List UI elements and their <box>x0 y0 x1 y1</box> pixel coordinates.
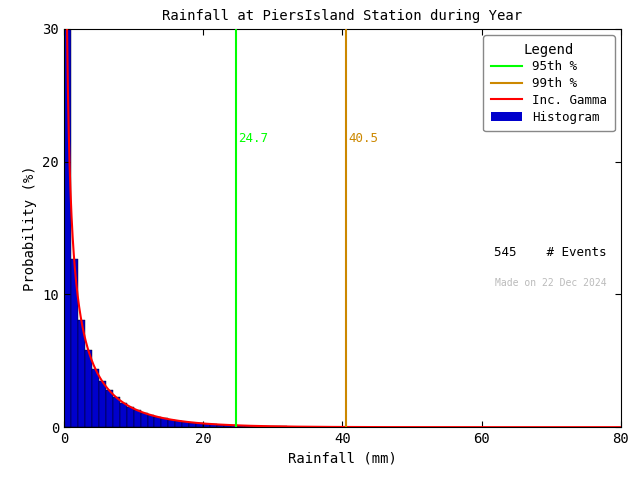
Bar <box>127 407 134 427</box>
Bar <box>85 350 92 427</box>
Bar <box>245 426 252 427</box>
Inc. Gamma <box>600 424 608 430</box>
Bar <box>106 390 113 427</box>
Text: 40.5: 40.5 <box>348 132 378 144</box>
Bar <box>252 426 259 427</box>
Inc. Gamma <box>617 424 625 430</box>
Bar <box>182 422 189 427</box>
Bar <box>147 415 154 427</box>
Bar <box>238 425 245 427</box>
Text: 24.7: 24.7 <box>238 132 268 144</box>
Bar <box>189 422 196 427</box>
Bar <box>92 369 99 427</box>
Bar <box>259 426 266 427</box>
Bar <box>217 425 224 427</box>
Bar <box>168 420 175 427</box>
Legend: 95th %, 99th %, Inc. Gamma, Histogram: 95th %, 99th %, Inc. Gamma, Histogram <box>483 35 614 131</box>
Line: Inc. Gamma: Inc. Gamma <box>64 0 621 427</box>
Inc. Gamma <box>316 424 324 430</box>
Bar <box>134 410 141 427</box>
Bar <box>120 403 127 427</box>
Bar <box>71 259 78 427</box>
Bar <box>210 424 217 427</box>
Bar <box>154 417 161 427</box>
95th % <box>232 411 240 417</box>
Bar <box>175 421 182 427</box>
Bar <box>204 424 210 427</box>
Title: Rainfall at PiersIsland Station during Year: Rainfall at PiersIsland Station during Y… <box>163 10 522 24</box>
Inc. Gamma <box>499 424 506 430</box>
Inc. Gamma <box>331 424 339 430</box>
Bar <box>280 426 287 427</box>
Bar <box>224 425 231 427</box>
Inc. Gamma <box>88 359 96 365</box>
99th % <box>342 411 349 417</box>
Bar <box>196 423 204 427</box>
Bar <box>64 0 71 427</box>
99th % <box>342 424 349 430</box>
Inc. Gamma <box>601 424 609 430</box>
X-axis label: Rainfall (mm): Rainfall (mm) <box>288 452 397 466</box>
Bar <box>99 381 106 427</box>
Bar <box>78 320 85 427</box>
Bar <box>231 425 238 427</box>
Bar <box>266 426 273 427</box>
Text: Made on 22 Dec 2024: Made on 22 Dec 2024 <box>495 278 607 288</box>
Y-axis label: Probability (%): Probability (%) <box>23 165 37 291</box>
95th % <box>232 424 240 430</box>
Bar <box>161 419 168 427</box>
Bar <box>113 397 120 427</box>
Bar <box>273 426 280 427</box>
Text: 545    # Events: 545 # Events <box>494 246 607 259</box>
Bar <box>141 413 148 427</box>
